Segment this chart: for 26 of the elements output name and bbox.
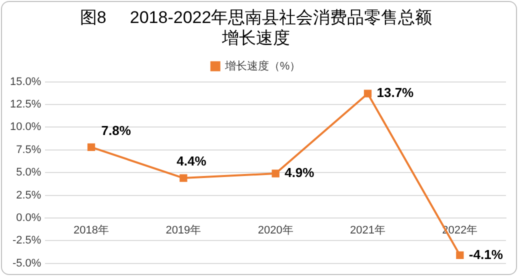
x-tick-label: 2019年 bbox=[166, 224, 202, 237]
point bbox=[87, 143, 96, 152]
y-tick-label: -2.5% bbox=[12, 234, 42, 247]
x-tick-label: 2018年 bbox=[74, 224, 110, 237]
y-tick-label: 2.5% bbox=[16, 189, 42, 202]
data-label: 7.8% bbox=[101, 122, 132, 138]
data-label: -4.1% bbox=[468, 246, 504, 262]
data-label: 4.9% bbox=[284, 165, 315, 180]
point bbox=[272, 170, 280, 178]
y-tick-label: 12.5% bbox=[10, 98, 42, 111]
point bbox=[364, 90, 372, 98]
y-tick-label: 15.0% bbox=[10, 76, 42, 88]
chart-subtitle: 增长速度 bbox=[221, 28, 290, 48]
y-tick-label: 7.5% bbox=[16, 144, 42, 156]
data-label: 13.7% bbox=[376, 85, 414, 100]
point bbox=[180, 174, 188, 182]
data-label: 4.4% bbox=[176, 154, 207, 169]
y-tick-label: 5.0% bbox=[16, 166, 42, 179]
y-tick-label: 0.0% bbox=[16, 212, 42, 224]
point bbox=[456, 251, 464, 260]
y-tick-label: 10.0% bbox=[10, 121, 42, 134]
x-tick-label: 2020年 bbox=[258, 224, 294, 237]
x-tick-label: 2021年 bbox=[350, 224, 386, 237]
y-tick-label: -5.0% bbox=[12, 257, 42, 270]
chart-title: 图8 2018-2022年思南县社会消费品零售总额 bbox=[80, 8, 432, 27]
legend-label: 增长速度（%） bbox=[224, 59, 301, 72]
